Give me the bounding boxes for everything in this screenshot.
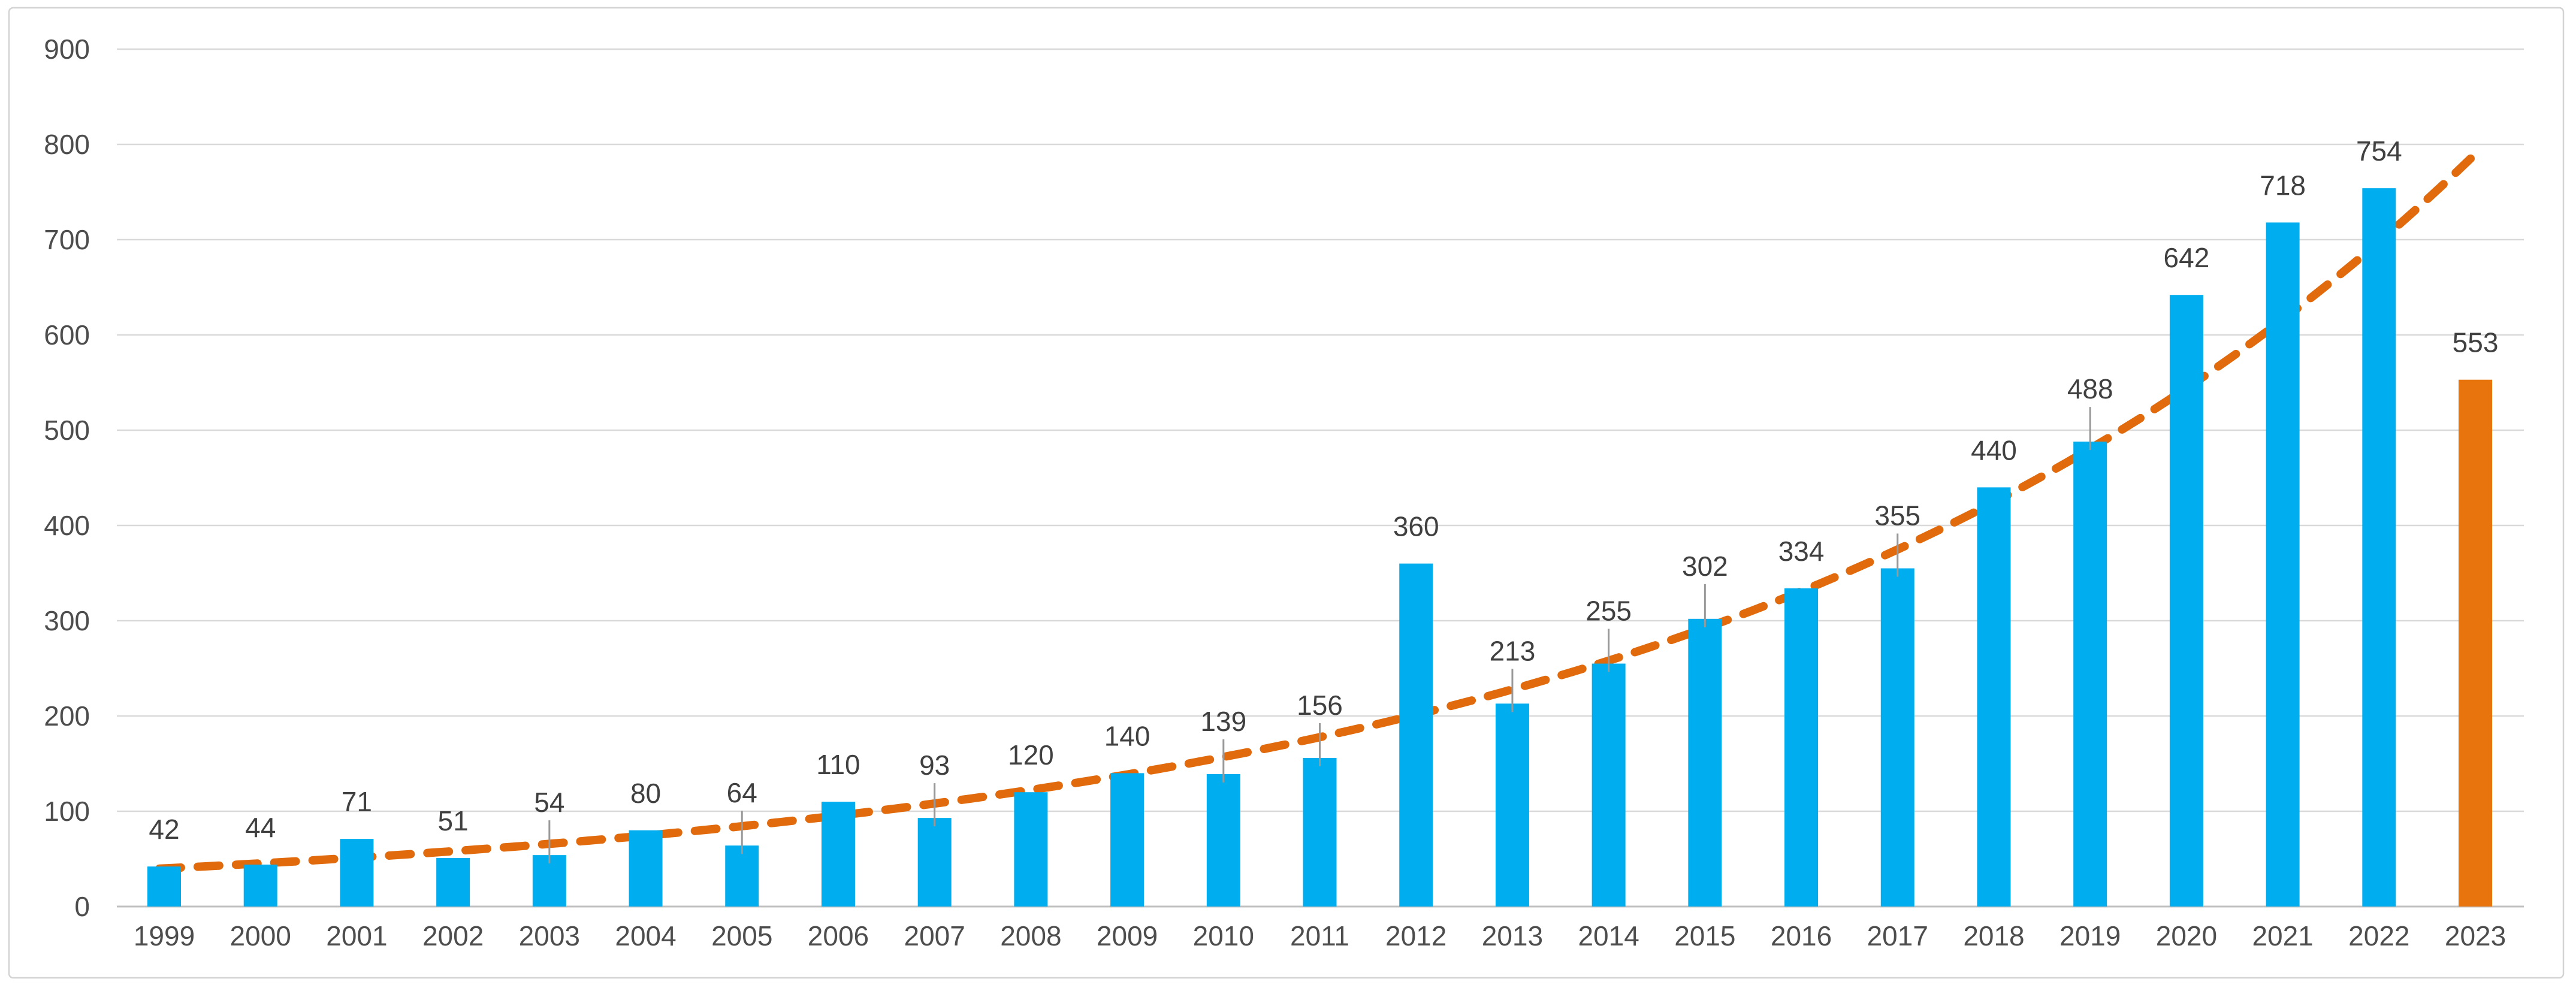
data-label-2012: 360 [1393,511,1439,542]
bar-2015 [1688,618,1722,907]
x-tick-label-2023: 2023 [2445,920,2506,951]
data-label-2020: 642 [2164,242,2210,273]
bar-2012 [1399,563,1433,907]
bar-2011 [1303,757,1337,907]
y-tick-label-500: 500 [44,415,90,446]
bar-2019 [2073,442,2107,907]
x-tick-label-2015: 2015 [1674,920,1735,951]
x-tick-label-2014: 2014 [1578,920,1639,951]
data-label-2007: 93 [919,750,950,781]
data-label-2004: 80 [630,778,661,809]
bar-2007 [917,818,952,907]
x-tick-label-2004: 2004 [615,920,676,951]
y-tick-label-100: 100 [44,796,90,827]
x-tick-label-2001: 2001 [326,920,387,951]
y-tick-label-800: 800 [44,129,90,160]
data-label-2000: 44 [245,812,276,843]
y-tick-label-0: 0 [74,891,90,922]
x-tick-label-2016: 2016 [1771,920,1832,951]
y-tick-label-300: 300 [44,605,90,636]
bar-2023 [2459,379,2493,907]
bar-2005 [725,845,759,907]
bar-2008 [1014,792,1048,907]
x-tick-label-2008: 2008 [1000,920,1061,951]
bar-2014 [1591,663,1626,907]
bar-2022 [2362,188,2396,907]
data-label-2021: 718 [2260,170,2306,201]
data-label-2023: 553 [2453,327,2499,358]
x-tick-label-2021: 2021 [2252,920,2313,951]
x-tick-label-2005: 2005 [711,920,772,951]
x-tick-label-2017: 2017 [1867,920,1928,951]
y-tick-label-600: 600 [44,319,90,351]
bar-2016 [1784,588,1819,907]
data-label-2013: 213 [1490,635,1536,666]
data-label-2003: 54 [534,787,564,818]
data-label-2001: 71 [342,786,372,817]
bar-2018 [1977,487,2011,907]
x-tick-label-2019: 2019 [2059,920,2121,951]
data-label-2006: 110 [816,749,860,780]
bar-2002 [436,857,470,907]
trendline-dashed [155,154,2475,873]
data-label-2010: 139 [1200,706,1246,737]
bar-2020 [2169,295,2203,907]
x-tick-label-2000: 2000 [230,920,291,951]
x-tick-label-2007: 2007 [904,920,965,951]
bar-2003 [532,855,566,907]
data-label-2015: 302 [1682,551,1728,582]
data-label-2017: 355 [1874,500,1920,531]
bar-2017 [1880,568,1914,907]
y-tick-label-700: 700 [44,224,90,255]
x-tick-label-2018: 2018 [1963,920,2024,951]
x-tick-label-2010: 2010 [1193,920,1254,951]
x-tick-label-2003: 2003 [519,920,580,951]
y-tick-label-900: 900 [44,34,90,65]
data-label-2018: 440 [1971,434,2017,466]
bar-2021 [2266,222,2300,907]
x-tick-label-1999: 1999 [134,920,195,951]
data-label-2016: 334 [1778,536,1825,567]
data-label-2011: 156 [1297,690,1343,721]
chart-frame [8,7,2565,979]
x-tick-label-2013: 2013 [1482,920,1543,951]
bar-2001 [340,839,374,907]
data-label-2014: 255 [1586,596,1632,627]
data-label-2009: 140 [1104,720,1150,751]
bar-2006 [821,802,855,907]
data-label-1999: 42 [149,814,179,845]
data-label-2019: 488 [2067,373,2113,404]
bar-2013 [1495,703,1529,907]
bar-1999 [147,866,181,907]
y-tick-label-200: 200 [44,700,90,732]
x-tick-label-2002: 2002 [422,920,484,951]
bar-2009 [1110,773,1144,907]
y-tick-label-400: 400 [44,510,90,541]
x-tick-label-2012: 2012 [1385,920,1446,951]
x-tick-label-2022: 2022 [2348,920,2409,951]
x-tick-label-2006: 2006 [808,920,869,951]
data-label-2005: 64 [727,777,757,808]
x-tick-label-2011: 2011 [1290,920,1349,951]
x-tick-label-2020: 2020 [2156,920,2217,951]
data-label-2022: 754 [2356,135,2402,167]
bar-2004 [629,830,663,907]
data-label-2002: 51 [438,805,469,836]
bar-2000 [243,865,277,907]
data-label-2008: 120 [1008,739,1054,771]
bar-2010 [1206,774,1240,907]
x-tick-label-2009: 2009 [1097,920,1158,951]
